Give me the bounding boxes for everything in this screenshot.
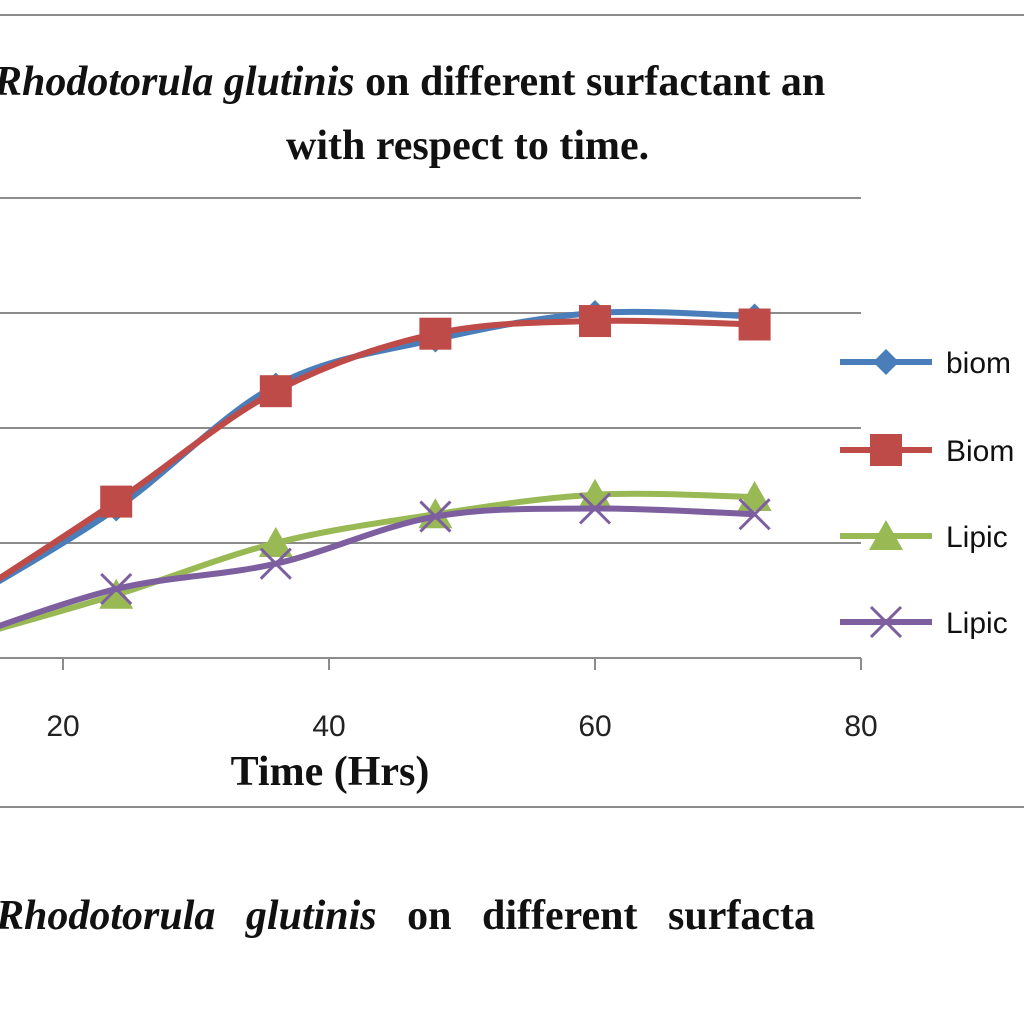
x-tick-label-80: 80 [844,710,877,743]
series-4-point-4 [578,492,612,525]
series-3-point-2 [258,527,293,557]
series-4-point-2-b [259,547,292,580]
x-tick-label-60: 60 [578,710,611,743]
series-4-point-1 [100,572,133,606]
legend-swatch-marker-4 [869,605,903,639]
series-4 [0,492,771,629]
legend-label-3: Lipic [946,521,1008,554]
series-2-line [0,317,755,582]
caption-species: Rhodotorula glutinis [0,893,377,939]
series-4-point-3-b [419,500,452,533]
series-4-point-3 [419,500,452,533]
series-4-point-5-b [738,498,771,531]
legend-entry-2: Biom [840,434,1014,468]
legend-swatch-marker-3 [869,520,903,550]
series-2-point-1 [100,485,133,518]
series-3-line [0,490,755,632]
figure-caption: Rhodotorula glutinis on different surfac… [0,892,815,940]
legend-label-2: Biom [946,435,1014,468]
series-2 [0,305,771,582]
axis-layer: 20 40 60 80 [0,657,878,743]
series-3-point-5 [737,481,772,511]
legend-entry-4: Lipic [840,605,1008,640]
legend-layer: biom Biom Lipic Lipic [840,347,1014,640]
top-rule [0,14,1024,16]
legend-swatch-marker-4-b [869,605,903,639]
series-4-point-1-b [100,572,133,606]
series-2-point-5 [738,308,771,341]
legend-swatch-marker-2 [870,434,902,466]
chart-title-line-2: with respect to time. [286,123,650,169]
series-1-line [0,308,755,585]
x-tick-label-40: 40 [312,710,345,743]
x-axis-title: Time (Hrs) [231,749,430,795]
series-2-point-3 [419,317,452,350]
legend-swatch-marker-1 [873,349,899,375]
caption-rest: on different surfacta [376,893,815,939]
series-2-point-2 [259,375,292,408]
chart-title-line-1: Rhodotorula glutinis on different surfac… [0,58,1018,106]
legend-label-4: Lipic [946,607,1008,640]
legend-entry-1: biom [840,347,1011,380]
series-layer [0,300,772,632]
x-tick-label-20: 20 [46,710,79,743]
legend-label-1: biom [946,347,1011,380]
series-4-line [0,505,755,629]
legend-entry-3: Lipic [840,520,1008,554]
series-3-point-1 [99,578,134,609]
series-2-point-4 [579,305,611,338]
title-rest: on different surfactant an [354,59,826,105]
bottom-rule [0,806,1024,808]
series-4-point-5 [738,498,771,531]
series-4-point-2 [259,547,292,580]
title-species: Rhodotorula glutinis [0,59,355,105]
series-4-point-4-b [578,492,612,525]
